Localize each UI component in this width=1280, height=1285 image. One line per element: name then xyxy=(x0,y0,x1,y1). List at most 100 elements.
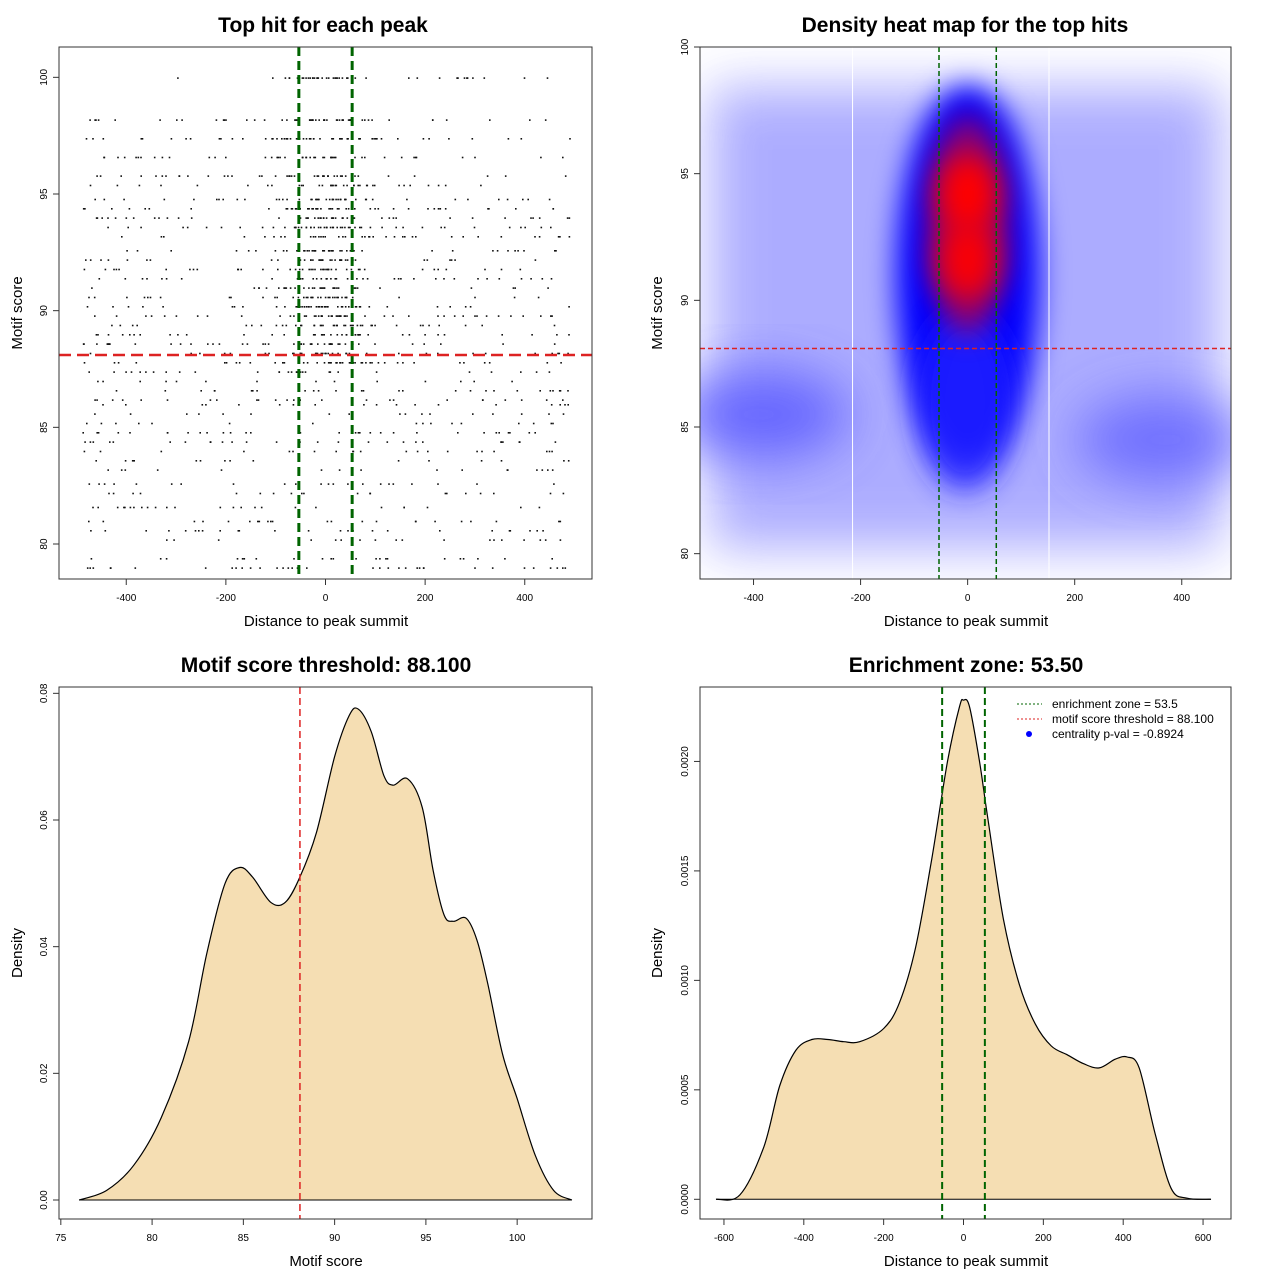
scatter-point xyxy=(299,352,302,355)
scatter-point xyxy=(454,198,457,201)
scatter-point xyxy=(472,352,474,355)
scatter-point xyxy=(329,343,332,345)
scatter-point xyxy=(270,520,272,523)
scatter-point xyxy=(293,343,295,345)
scatter-point xyxy=(321,77,323,79)
scatter-point xyxy=(207,175,210,177)
scatter-point xyxy=(554,250,556,252)
scatter-point xyxy=(116,184,119,187)
scatter-point xyxy=(124,278,127,280)
scatter-point xyxy=(369,362,371,364)
scatter-point xyxy=(320,483,322,485)
scatter-point xyxy=(317,343,319,345)
scatter-point xyxy=(327,483,330,485)
scatter-point xyxy=(443,558,446,560)
scatter-point xyxy=(522,315,524,317)
scatter-point xyxy=(325,198,328,201)
scatter-point xyxy=(227,175,229,177)
scatter-point xyxy=(286,138,289,140)
scatter-point xyxy=(346,77,348,79)
scatter-point xyxy=(108,343,111,345)
scatter-point xyxy=(396,362,399,364)
scatter-point xyxy=(330,558,332,560)
scatter-point xyxy=(368,306,371,308)
scatter-point xyxy=(131,324,134,327)
scatter-point xyxy=(353,250,355,252)
scatter-point xyxy=(268,352,270,355)
scatter-point xyxy=(329,371,332,373)
scatter-point xyxy=(166,506,168,509)
scatter-point xyxy=(215,119,218,121)
scatter-point xyxy=(436,306,439,308)
scatter-point xyxy=(372,567,374,569)
scatter-point xyxy=(312,208,314,210)
scatter-point xyxy=(293,175,296,177)
scatter-point xyxy=(271,138,273,140)
scatter-point xyxy=(304,390,306,392)
scatter-point xyxy=(232,483,235,485)
scatter-point xyxy=(429,413,431,415)
scatter-point xyxy=(278,371,281,373)
scatter-point xyxy=(155,175,157,177)
scatter-point xyxy=(182,226,184,229)
scatter-point xyxy=(241,343,244,345)
scatter-point xyxy=(569,138,571,140)
scatter-point xyxy=(338,208,340,210)
scatter-point xyxy=(371,198,374,201)
scatter-point xyxy=(97,432,100,434)
scatter-point xyxy=(449,217,451,219)
scatter-point xyxy=(297,296,300,299)
scatter-point xyxy=(88,371,90,373)
scatter-point xyxy=(468,371,471,373)
scatter-point xyxy=(393,278,396,280)
scatter-point xyxy=(550,315,552,317)
scatter-point xyxy=(344,306,347,308)
scatter-point xyxy=(334,217,337,219)
scatter-point xyxy=(534,432,536,434)
scatter-point xyxy=(241,567,243,569)
scatter-point xyxy=(320,287,323,289)
scatter-point xyxy=(362,278,364,280)
scatter-point xyxy=(339,315,342,317)
scatter-point xyxy=(239,226,241,229)
scatter-point xyxy=(299,259,302,261)
scatter-point xyxy=(321,399,323,401)
scatter-point xyxy=(506,198,509,201)
scatter-point xyxy=(318,198,320,201)
scatter-point xyxy=(303,250,305,252)
scatter-point xyxy=(290,492,293,495)
score-density-y-tick-label: 0.04 xyxy=(39,936,50,956)
scatter-point xyxy=(462,558,465,560)
scatter-point xyxy=(356,492,359,495)
scatter-point xyxy=(278,217,280,219)
score-density-title: Motif score threshold: 88.100 xyxy=(181,654,472,677)
scatter-point xyxy=(446,399,448,401)
scatter-point xyxy=(327,352,329,355)
scatter-point xyxy=(324,296,327,299)
scatter-point xyxy=(285,324,288,327)
scatter-point xyxy=(541,469,544,471)
scatter-point xyxy=(331,208,334,210)
scatter-point xyxy=(327,77,330,79)
scatter-point xyxy=(190,208,192,210)
scatter-point xyxy=(470,287,473,289)
scatter-point xyxy=(356,324,359,327)
scatter-point xyxy=(97,334,99,336)
scatter-point xyxy=(275,198,278,201)
scatter-point xyxy=(337,441,340,443)
scatter-point xyxy=(221,441,224,443)
scatter-point xyxy=(306,567,308,569)
scatter-point xyxy=(398,390,400,392)
scatter-point xyxy=(281,138,283,140)
scatter-point xyxy=(194,371,197,373)
scatter-point xyxy=(320,315,323,317)
scatter-x-tick-label: -400 xyxy=(116,593,136,604)
scatter-point xyxy=(268,208,270,210)
scatter-point xyxy=(402,362,404,364)
scatter-point xyxy=(218,343,221,345)
scatter-point xyxy=(426,506,429,509)
scatter-point xyxy=(92,138,94,140)
scatter-point xyxy=(228,296,231,299)
scatter-point xyxy=(214,390,216,392)
scatter-point xyxy=(388,483,390,485)
